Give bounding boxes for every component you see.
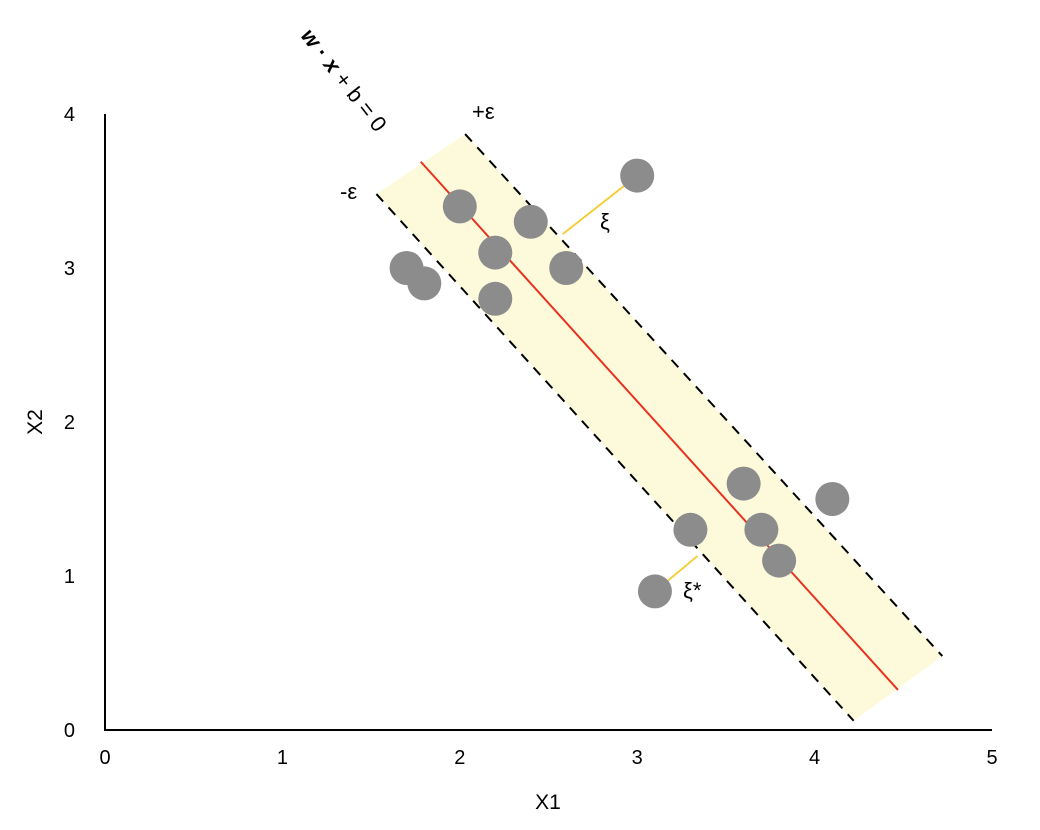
data-point bbox=[744, 512, 779, 547]
data-point bbox=[762, 543, 797, 578]
x-tick-label: 2 bbox=[454, 747, 465, 769]
data-point bbox=[637, 574, 672, 609]
data-point bbox=[513, 204, 548, 239]
plus-epsilon-label: +ε bbox=[472, 99, 495, 124]
equation-rest: + b = 0 bbox=[326, 62, 392, 136]
y-tick-label: 3 bbox=[64, 258, 75, 280]
data-point bbox=[442, 189, 477, 224]
data-point bbox=[478, 281, 513, 316]
data-point bbox=[407, 266, 442, 301]
y-tick-label: 1 bbox=[64, 566, 75, 588]
data-point bbox=[549, 251, 584, 285]
x-tick-label: 3 bbox=[632, 747, 643, 769]
minus-epsilon-label: -ε bbox=[340, 179, 357, 204]
data-point bbox=[620, 158, 655, 193]
x-tick-label: 4 bbox=[809, 747, 820, 769]
x-tick-label: 5 bbox=[986, 747, 997, 769]
x-axis-label: X1 bbox=[535, 791, 561, 814]
y-tick-label: 0 bbox=[64, 720, 75, 742]
axes: 0 1 2 3 4 5 0 1 2 3 4 bbox=[64, 104, 998, 769]
regression-equation-label: w · x + b = 0 bbox=[296, 24, 392, 137]
x-tick-label: 0 bbox=[99, 747, 110, 769]
y-tick-label: 2 bbox=[64, 412, 75, 434]
y-axis-label: X2 bbox=[24, 409, 47, 435]
epsilon-band-fill bbox=[376, 134, 943, 721]
data-points bbox=[389, 158, 850, 609]
data-point bbox=[726, 466, 761, 501]
xi-star-label: ξ* bbox=[683, 578, 702, 603]
xi-label: ξ bbox=[600, 209, 610, 234]
y-tick-label: 4 bbox=[64, 104, 75, 126]
epsilon-band bbox=[376, 134, 943, 721]
data-point bbox=[478, 235, 513, 270]
data-point bbox=[815, 482, 850, 516]
x-tick-label: 1 bbox=[277, 747, 288, 769]
data-point bbox=[673, 512, 708, 547]
